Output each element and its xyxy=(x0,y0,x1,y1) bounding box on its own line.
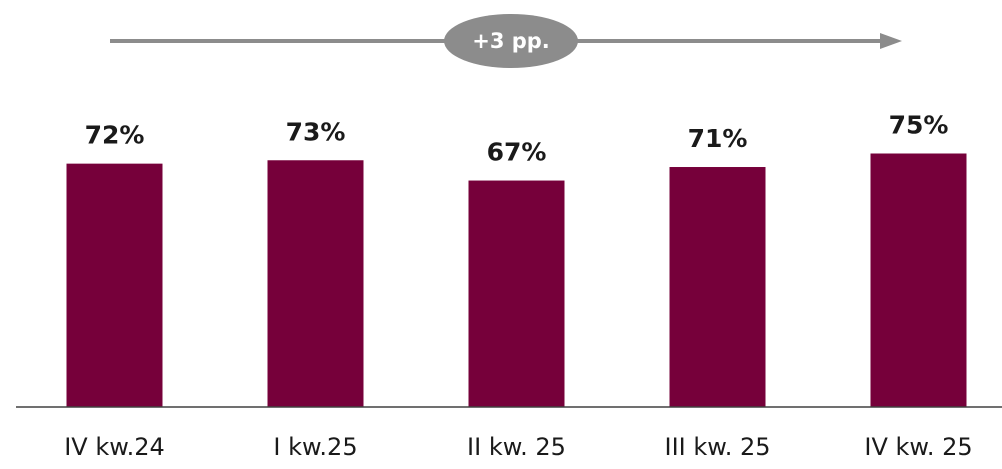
value-label-4: 71% xyxy=(688,124,748,153)
trend-badge-label: +3 pp. xyxy=(472,29,550,53)
trend-badge xyxy=(444,14,578,68)
value-labels-layer: 72% 73% 67% 71% 75% xyxy=(85,111,949,167)
x-tick-label-3: II kw. 25 xyxy=(467,433,566,461)
value-label-3: 67% xyxy=(487,138,547,167)
x-tick-label-4: III kw. 25 xyxy=(665,433,771,461)
x-tick-label-5: IV kw. 25 xyxy=(864,433,972,461)
trend-arrow-head xyxy=(880,33,902,49)
value-label-1: 72% xyxy=(85,121,145,150)
value-label-5: 75% xyxy=(889,111,949,140)
bar-5 xyxy=(870,153,967,407)
value-label-2: 73% xyxy=(286,117,346,146)
bar-3 xyxy=(468,180,565,407)
x-tick-labels-layer: IV kw.24 I kw.25 II kw. 25 III kw. 25 IV kw.… xyxy=(64,433,972,461)
trend-annotation: +3 pp. xyxy=(110,14,902,68)
bar-4 xyxy=(669,167,766,407)
x-tick-label-2: I kw.25 xyxy=(273,433,357,461)
bars-layer xyxy=(66,153,967,407)
x-tick-label-1: IV kw.24 xyxy=(64,433,165,461)
bar-2 xyxy=(267,160,364,407)
bar-1 xyxy=(66,163,163,407)
